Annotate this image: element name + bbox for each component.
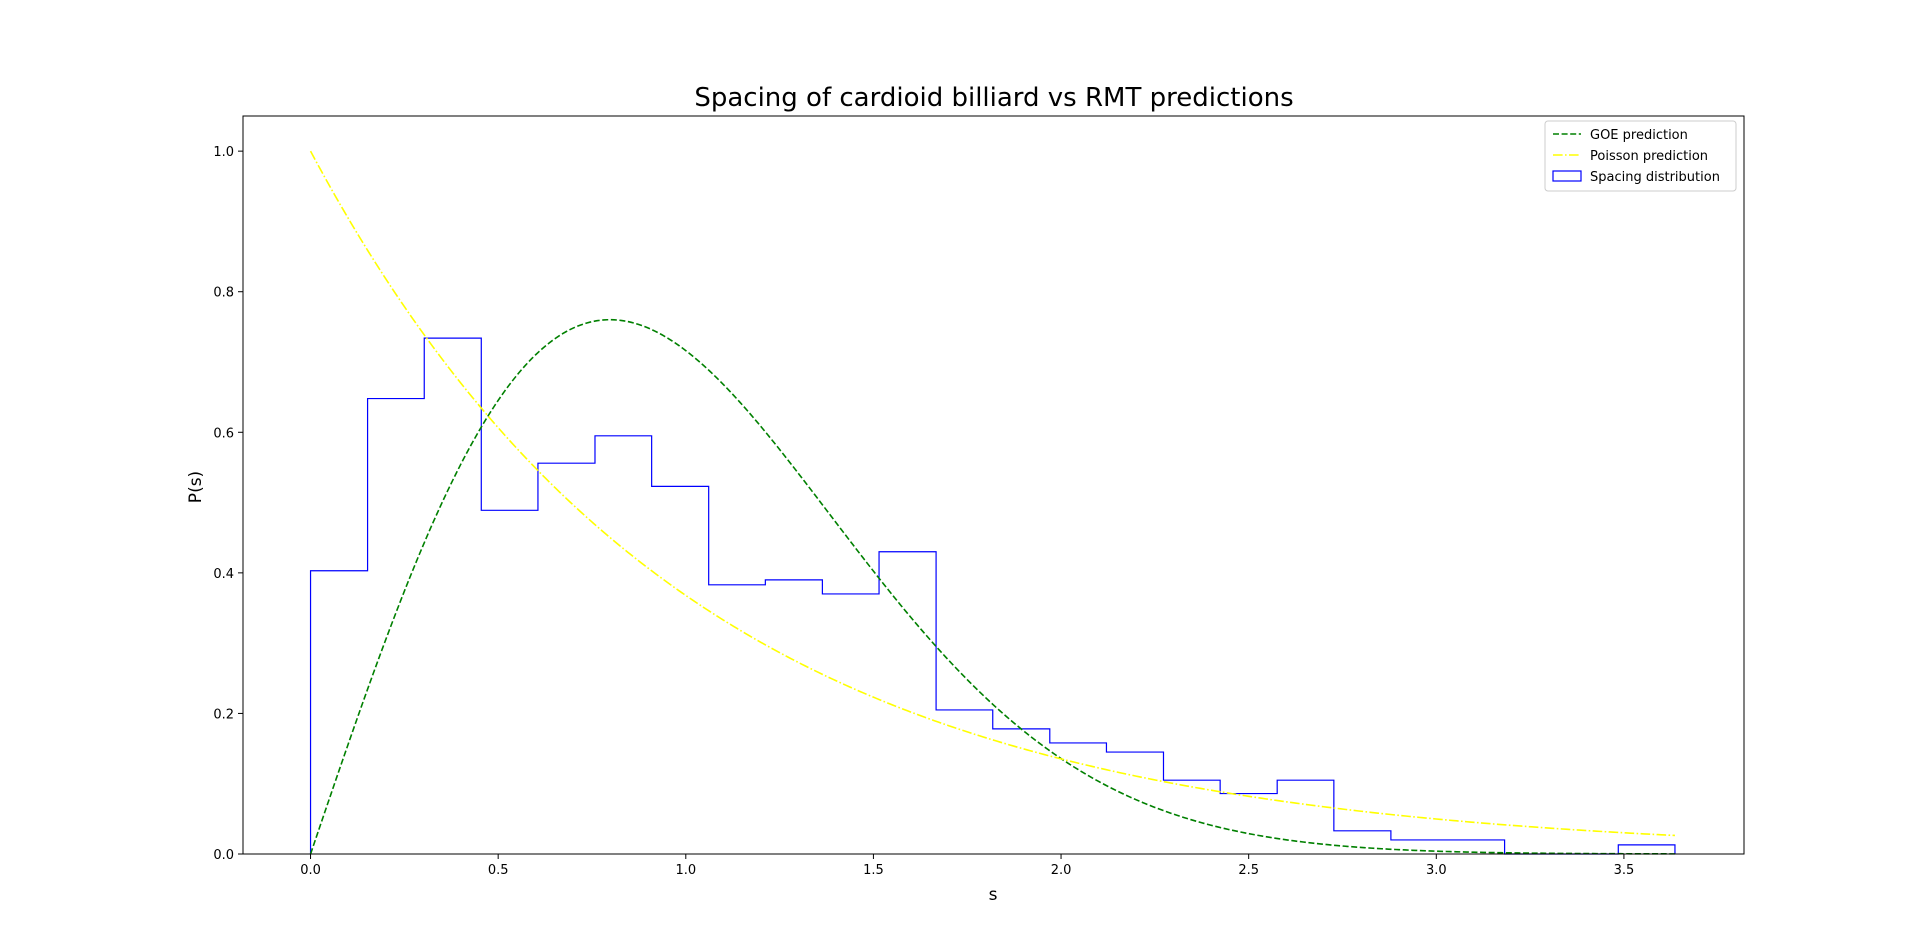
x-tick-label: 1.0 <box>675 863 696 878</box>
y-tick-label: 0.4 <box>213 567 234 582</box>
y-tick-label: 1.0 <box>213 145 234 160</box>
histogram-bin <box>1220 794 1277 854</box>
x-axis-label: s <box>989 885 998 905</box>
y-tick-label: 0.8 <box>213 286 234 301</box>
axes-frame <box>242 115 1745 855</box>
histogram-bin <box>538 463 595 854</box>
x-tick-label: 3.0 <box>1426 863 1447 878</box>
x-tick-label: 1.5 <box>863 863 884 878</box>
histogram-bin <box>481 510 538 854</box>
histogram-bin <box>765 580 822 854</box>
y-tick-label: 0.6 <box>213 426 234 441</box>
legend-box <box>1544 120 1737 192</box>
histogram-bin <box>1618 845 1675 854</box>
histogram-bin <box>822 594 879 854</box>
legend-histogram-swatch <box>1552 170 1582 182</box>
histogram-bin <box>1334 831 1391 854</box>
histogram-bin <box>368 399 425 854</box>
histogram-bin <box>595 436 652 854</box>
histogram-bin <box>652 486 709 854</box>
series-line-1 <box>309 150 1675 837</box>
plot-area <box>242 115 1745 855</box>
y-tick-label: 0.2 <box>213 707 234 722</box>
histogram-bin <box>1163 780 1220 854</box>
chart-title: Spacing of cardioid billiard vs RMT pred… <box>694 83 1293 113</box>
y-tick-label: 0.0 <box>213 848 234 863</box>
x-tick-label: 0.0 <box>300 863 321 878</box>
x-tick-label: 3.5 <box>1614 863 1635 878</box>
curves-layer <box>309 150 1675 855</box>
series-line-0 <box>309 318 1675 855</box>
y-axis-ticks: 0.0 0.2 0.4 0.6 0.8 1.0 <box>213 145 243 863</box>
x-tick-label: 2.0 <box>1051 863 1072 878</box>
legend-goe-label: GOE prediction <box>1590 128 1688 143</box>
x-tick-label: 2.5 <box>1238 863 1259 878</box>
legend: GOE prediction Poisson prediction Spacin… <box>1544 120 1737 192</box>
histogram-bin <box>1050 743 1107 854</box>
histogram-bin <box>424 338 481 854</box>
histogram-bin <box>1106 752 1163 854</box>
histogram-outline <box>309 337 1676 855</box>
histogram-bin <box>709 585 766 854</box>
legend-poisson-label: Poisson prediction <box>1590 149 1708 164</box>
x-axis-ticks: 0.0 0.5 1.0 1.5 2.0 2.5 3.0 3.5 <box>300 854 1634 878</box>
y-axis-label: P(s) <box>186 471 206 503</box>
histogram-layer <box>309 337 1676 855</box>
x-tick-label: 0.5 <box>488 863 509 878</box>
legend-histogram-label: Spacing distribution <box>1590 170 1720 185</box>
